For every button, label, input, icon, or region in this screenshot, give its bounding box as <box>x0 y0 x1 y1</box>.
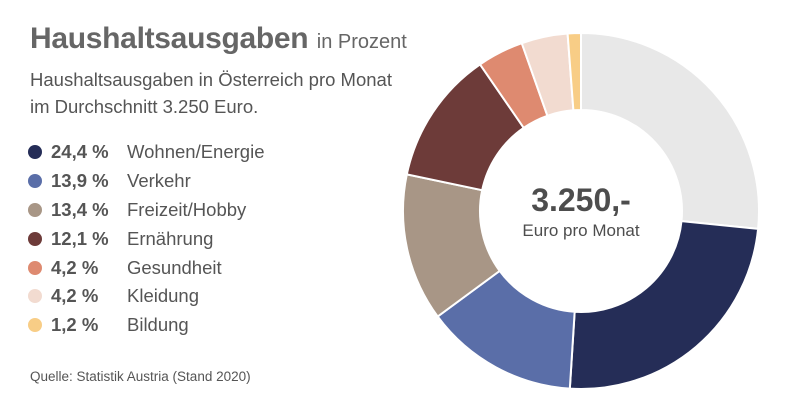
legend-swatch <box>28 202 42 217</box>
legend-value: 13,4 % <box>51 198 109 220</box>
legend-swatch <box>28 231 42 246</box>
chart-title: Haushaltsausgaben <box>30 22 309 55</box>
center-total-value: 3.250,- <box>531 182 631 218</box>
legend-item: 24,4 % Wohnen/Energie <box>28 138 264 167</box>
legend-label: Ernährung <box>127 227 214 249</box>
legend-label: Gesundheit <box>127 256 222 278</box>
subtitle-line-1: Haushaltsausgaben in Österreich pro Mona… <box>30 69 392 90</box>
legend-value: 24,4 % <box>51 141 109 163</box>
legend-value: 1,2 % <box>51 314 99 336</box>
center-total-label: Euro pro Monat <box>522 221 639 240</box>
legend-swatch <box>28 260 42 275</box>
donut-slice-wohnen-energie <box>568 220 760 390</box>
legend-swatch <box>28 318 42 333</box>
chart-title-row: Haushaltsausgaben in Prozent <box>30 22 407 56</box>
source-note: Quelle: Statistik Austria (Stand 2020) <box>30 369 251 384</box>
legend-item: 12,1 % Ernährung <box>28 224 264 253</box>
legend-swatch <box>28 145 42 160</box>
donut-slice-bildung <box>566 31 582 112</box>
legend-label: Freizeit/Hobby <box>127 198 247 220</box>
legend-label: Wohnen/Energie <box>127 141 265 163</box>
chart-legend: 24,4 % Wohnen/Energie 13,9 % Verkehr 13,… <box>28 138 264 340</box>
legend-label: Verkehr <box>127 170 191 192</box>
legend-label: Bildung <box>127 314 189 336</box>
legend-value: 12,1 % <box>51 227 109 249</box>
legend-item: 1,2 % Bildung <box>28 311 264 340</box>
chart-title-unit: in Prozent <box>316 31 407 53</box>
legend-item: 4,2 % Kleidung <box>28 282 264 311</box>
legend-swatch <box>28 289 42 304</box>
legend-value: 4,2 % <box>51 256 99 278</box>
legend-item: 4,2 % Gesundheit <box>28 253 264 282</box>
legend-item: 13,9 % Verkehr <box>28 167 264 196</box>
legend-swatch <box>28 174 42 189</box>
legend-item: 13,4 % Freizeit/Hobby <box>28 196 264 225</box>
donut-slices <box>402 31 760 390</box>
legend-label: Kleidung <box>127 285 200 307</box>
donut-slice-remainder <box>580 31 760 230</box>
subtitle-line-2: im Durchschnitt 3.250 Euro. <box>30 96 259 117</box>
legend-value: 13,9 % <box>51 170 109 192</box>
legend-value: 4,2 % <box>51 285 99 307</box>
chart-subtitle: Haushaltsausgaben in Österreich pro Mona… <box>30 66 430 120</box>
